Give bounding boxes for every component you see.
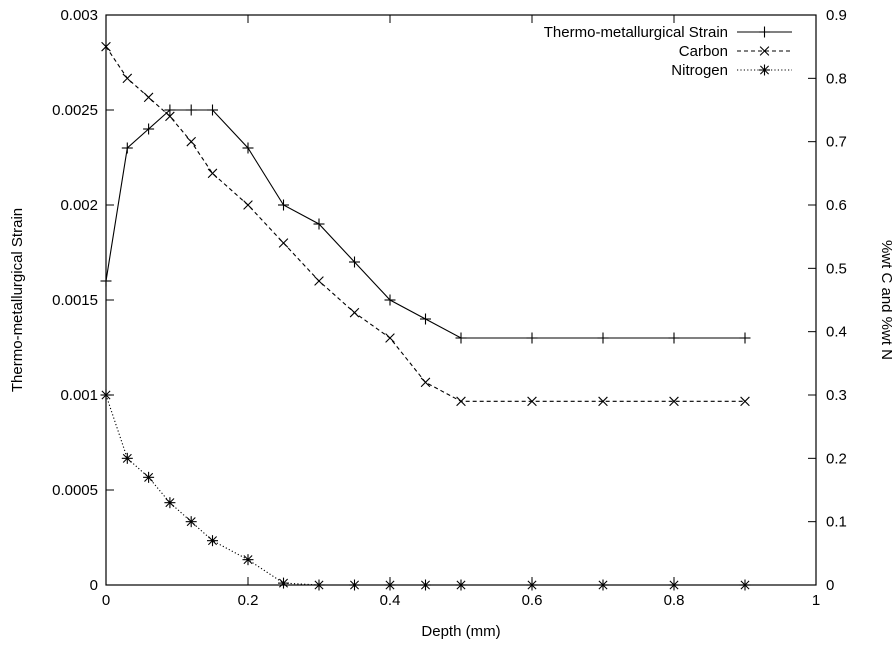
y-right-tick-label: 0.9 bbox=[826, 7, 847, 24]
y-left-tick-label: 0.002 bbox=[60, 197, 98, 214]
series-thermo-metallurgical-strain bbox=[100, 104, 751, 344]
data-point bbox=[349, 307, 360, 318]
data-point bbox=[526, 579, 538, 591]
tick-marks: 0 0.2 0.4 0.6 0.8 100.00050.0010.00150.0020.0… bbox=[52, 7, 847, 609]
legend-label: Nitrogen bbox=[671, 62, 728, 79]
data-point bbox=[207, 104, 218, 116]
y-left-tick-label: 0.001 bbox=[60, 387, 98, 404]
data-point bbox=[186, 136, 196, 147]
data-point bbox=[385, 333, 395, 343]
data-point bbox=[100, 275, 112, 287]
y-left-tick-label: 0 bbox=[90, 577, 98, 594]
data-point bbox=[313, 579, 325, 591]
data-point bbox=[143, 92, 154, 103]
data-point bbox=[598, 396, 608, 407]
data-point bbox=[243, 200, 253, 210]
x-tick-label: 1 bbox=[812, 592, 820, 609]
data-point bbox=[420, 579, 431, 591]
data-point bbox=[456, 396, 466, 407]
y-axis-left-label: Thermo-metallurgical Strain bbox=[9, 208, 26, 392]
legend-item: Nitrogen bbox=[671, 62, 792, 79]
y-axis-right-label: %wt C and %wt N bbox=[878, 240, 892, 360]
series-carbon bbox=[101, 41, 750, 407]
y-right-tick-label: 0.4 bbox=[826, 324, 847, 341]
y-left-tick-label: 0.0015 bbox=[52, 292, 98, 309]
data-point bbox=[455, 579, 467, 591]
x-tick-label: 0.6 bbox=[522, 592, 543, 609]
x-axis-label: Depth (mm) bbox=[421, 623, 500, 640]
series-line bbox=[105, 394, 745, 586]
data-point bbox=[164, 497, 176, 509]
data-point bbox=[314, 276, 324, 286]
data-point bbox=[739, 332, 751, 344]
data-point bbox=[668, 579, 680, 591]
y-right-tick-label: 0.3 bbox=[826, 387, 847, 404]
data-point bbox=[121, 142, 133, 154]
data-point bbox=[597, 579, 609, 591]
data-point bbox=[669, 396, 679, 407]
series-line bbox=[105, 46, 745, 402]
data-point bbox=[165, 111, 175, 122]
data-point bbox=[349, 579, 360, 591]
x-tick-label: 0.8 bbox=[664, 592, 685, 609]
data-point bbox=[526, 332, 538, 344]
data-point bbox=[384, 579, 396, 591]
data-point bbox=[143, 123, 155, 135]
data-point bbox=[739, 579, 751, 591]
data-point bbox=[420, 377, 431, 388]
y-left-tick-label: 0.003 bbox=[60, 7, 98, 24]
data-point bbox=[313, 218, 325, 230]
data-point bbox=[278, 199, 289, 211]
y-right-tick-label: 0.1 bbox=[826, 514, 847, 531]
x-tick-label: 0.2 bbox=[238, 592, 259, 609]
data-point bbox=[143, 471, 155, 483]
data-point bbox=[278, 238, 289, 248]
legend-marker bbox=[759, 64, 770, 76]
data-point bbox=[527, 396, 537, 407]
data-point bbox=[668, 332, 680, 344]
y-left-tick-label: 0.0005 bbox=[52, 482, 98, 499]
y-right-tick-label: 0 bbox=[826, 577, 834, 594]
y-right-tick-label: 0.8 bbox=[826, 70, 847, 87]
y-left-tick-label: 0.0025 bbox=[52, 102, 98, 119]
plot-frame bbox=[105, 14, 817, 586]
series-nitrogen bbox=[100, 389, 751, 591]
y-right-tick-label: 0.2 bbox=[826, 450, 847, 467]
data-point bbox=[597, 332, 609, 344]
data-point bbox=[100, 389, 112, 401]
legend-item: Thermo-metallurgical Strain bbox=[544, 24, 792, 41]
data-point bbox=[242, 554, 254, 566]
data-point bbox=[101, 41, 111, 52]
y-right-tick-label: 0.5 bbox=[826, 260, 847, 277]
data-point bbox=[420, 313, 431, 325]
legend: Thermo-metallurgical Strain Carbon Nitroge… bbox=[544, 24, 792, 79]
data-point bbox=[121, 452, 133, 464]
series-layer bbox=[100, 41, 751, 591]
data-point bbox=[740, 396, 750, 407]
legend-marker bbox=[759, 26, 770, 38]
data-point bbox=[384, 294, 396, 306]
legend-item: Carbon bbox=[679, 43, 792, 60]
data-point bbox=[278, 577, 289, 589]
y-right-tick-label: 0.7 bbox=[826, 134, 847, 151]
data-point bbox=[164, 104, 176, 116]
legend-marker bbox=[759, 46, 770, 56]
legend-label: Carbon bbox=[679, 43, 728, 60]
y-right-tick-label: 0.6 bbox=[826, 197, 847, 214]
data-point bbox=[185, 516, 197, 528]
data-point bbox=[455, 332, 467, 344]
data-point bbox=[349, 256, 360, 268]
data-point bbox=[122, 73, 133, 84]
data-point bbox=[242, 142, 254, 154]
series-line bbox=[105, 109, 745, 339]
x-tick-label: 0.4 bbox=[380, 592, 401, 609]
data-point bbox=[185, 104, 197, 116]
legend-label: Thermo-metallurgical Strain bbox=[544, 24, 728, 41]
data-point bbox=[207, 168, 218, 179]
data-point bbox=[207, 535, 218, 547]
x-tick-label: 0 bbox=[102, 592, 110, 609]
